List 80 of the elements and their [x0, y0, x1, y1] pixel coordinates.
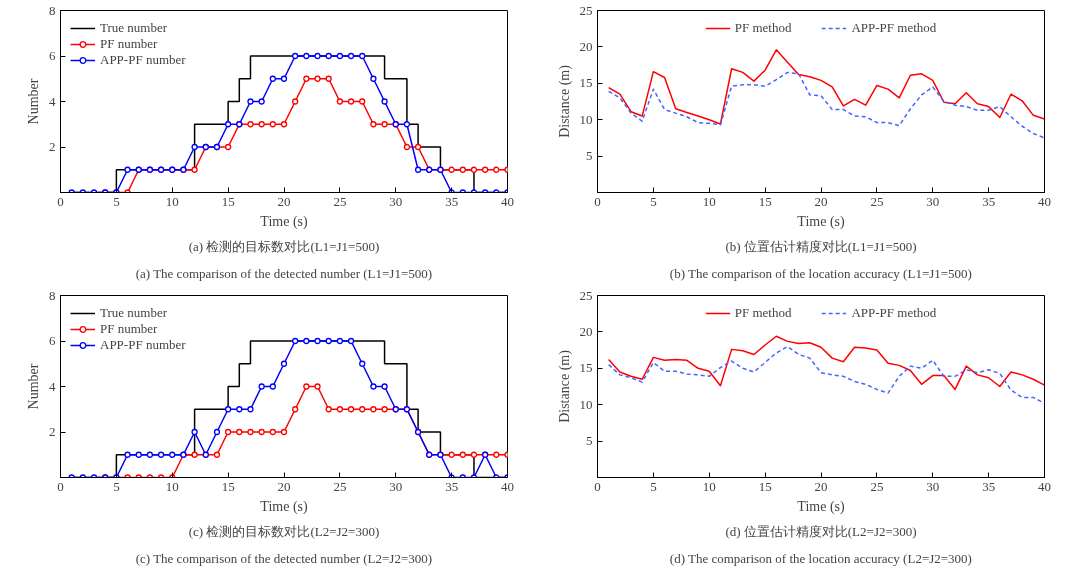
x-tick-label: 20: [277, 478, 291, 494]
y-tick-label: 8: [49, 2, 56, 18]
y-tick-label: 5: [586, 148, 593, 164]
y-axis-title: Number: [26, 78, 41, 125]
x-tick-label: 30: [926, 478, 940, 494]
x-tick-label: 20: [277, 193, 291, 209]
x-tick-label: 40: [501, 193, 514, 209]
y-tick-label: 25: [579, 2, 593, 18]
text: (b) 位置估计精度对比(L1=J1=500): [725, 238, 917, 254]
legend-label: APP-PF method: [851, 305, 937, 321]
x-tick-label: 35: [982, 478, 996, 494]
text: (d) 位置估计精度对比(L2=J2=300): [725, 523, 917, 539]
y-tick-label: 20: [579, 38, 593, 54]
x-tick-label: 40: [1038, 193, 1051, 209]
x-tick-label: 30: [389, 478, 403, 494]
x-tick-label: 5: [113, 193, 120, 209]
x-tick-label: 20: [814, 478, 828, 494]
y-tick-label: 10: [579, 111, 593, 127]
x-tick-label: 0: [594, 193, 601, 209]
text: (a) The comparison of the detected number (L1=J1=500): [135, 265, 433, 281]
x-tick-label: 10: [165, 193, 179, 209]
x-tick-label: 0: [594, 478, 601, 494]
x-tick-label: 15: [221, 193, 235, 209]
legend-label: PF number: [100, 321, 158, 337]
y-tick-label: 8: [49, 287, 56, 303]
y-tick-label: 10: [579, 396, 593, 412]
text: (c) The comparison of the detected number (L2=J2=300): [135, 550, 433, 566]
x-tick-label: 25: [333, 478, 347, 494]
x-tick-label: 15: [758, 478, 772, 494]
x-tick-label: 15: [758, 193, 772, 209]
legend-label: APP-PF number: [100, 337, 186, 353]
y-axis-title: Number: [26, 363, 41, 410]
text: (d) The comparison of the location accuracy (L2=J2=300): [669, 550, 972, 566]
y-axis-title: Distance (m): [556, 349, 573, 423]
x-axis-title: Time (s): [260, 498, 308, 515]
y-tick-label: 2: [49, 424, 56, 439]
y-tick-label: 15: [579, 75, 593, 91]
x-tick-label: 30: [926, 193, 940, 209]
legend-label: True number: [100, 305, 168, 321]
y-tick-label: 4: [49, 93, 56, 109]
y-tick-label: 25: [579, 287, 593, 303]
y-tick-label: 5: [586, 433, 593, 449]
text: (a) 检测的目标数对比(L1=J1=500): [188, 238, 380, 254]
x-tick-label: 5: [650, 478, 657, 494]
x-tick-label: 15: [221, 478, 235, 494]
y-tick-label: 6: [49, 48, 56, 63]
legend-label: APP-PF number: [100, 52, 186, 68]
legend-label: APP-PF method: [851, 20, 937, 36]
x-tick-label: 25: [333, 193, 347, 209]
x-tick-label: 40: [1038, 478, 1051, 494]
x-tick-label: 35: [445, 478, 459, 494]
x-tick-label: 5: [113, 478, 120, 494]
x-tick-label: 10: [702, 478, 716, 494]
x-tick-label: 0: [57, 193, 64, 209]
legend-label: True number: [100, 20, 168, 36]
y-tick-label: 15: [579, 360, 593, 376]
legend-label: PF number: [100, 36, 158, 52]
y-tick-label: 20: [579, 323, 593, 339]
x-tick-label: 25: [870, 478, 884, 494]
x-tick-label: 5: [650, 193, 657, 209]
y-tick-label: 6: [49, 333, 56, 348]
x-axis-title: Time (s): [797, 498, 845, 515]
y-axis-title: Distance (m): [556, 64, 573, 138]
y-tick-label: 2: [49, 139, 56, 154]
x-tick-label: 35: [445, 193, 459, 209]
x-tick-label: 10: [165, 478, 179, 494]
x-tick-label: 35: [982, 193, 996, 209]
x-tick-label: 30: [389, 193, 403, 209]
x-axis-title: Time (s): [797, 213, 845, 230]
x-tick-label: 0: [57, 478, 64, 494]
text: (b) The comparison of the location accuracy (L1=J1=500): [669, 265, 972, 281]
legend-label: PF method: [734, 20, 792, 36]
x-axis-title: Time (s): [260, 213, 308, 230]
x-tick-label: 20: [814, 193, 828, 209]
x-tick-label: 25: [870, 193, 884, 209]
legend-label: PF method: [734, 305, 792, 321]
text: (c) 检测的目标数对比(L2=J2=300): [188, 523, 380, 539]
x-tick-label: 40: [501, 478, 514, 494]
y-tick-label: 4: [49, 378, 56, 394]
x-tick-label: 10: [702, 193, 716, 209]
